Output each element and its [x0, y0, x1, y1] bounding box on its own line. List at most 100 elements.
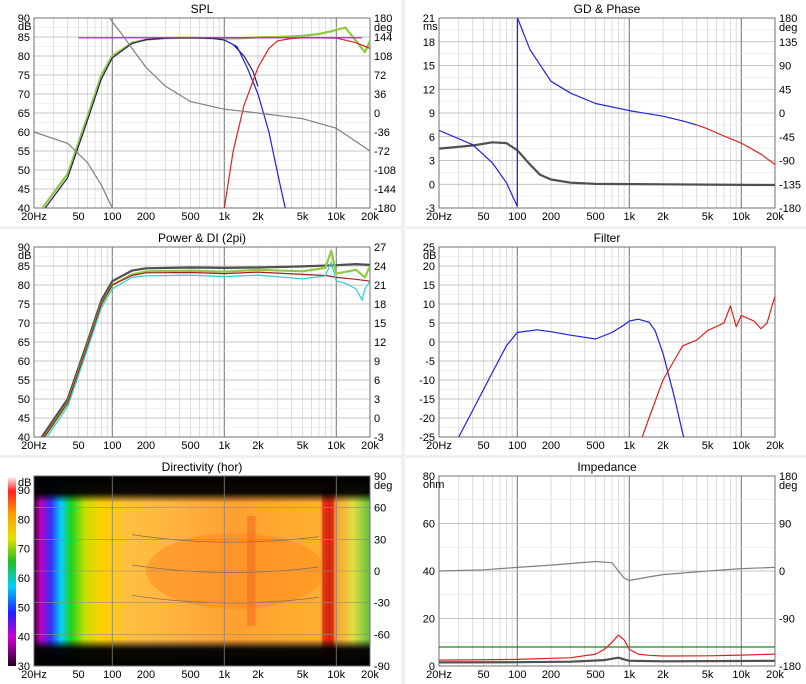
x-tick-label: 50: [477, 440, 489, 452]
left-unit-label: dB: [18, 250, 31, 262]
x-tick-label: 500: [586, 669, 604, 681]
y2-tick-label: -135: [779, 179, 801, 191]
x-tick-label: 20k: [361, 211, 379, 223]
y2-tick-label: 90: [779, 519, 791, 531]
x-tick-label: 200: [542, 211, 560, 223]
series-line-darkgrey-0: [40, 263, 370, 437]
x-tick-label: 200: [137, 669, 155, 681]
x-tick-label: 10k: [327, 669, 345, 681]
filter-panel[interactable]: Filter 20Hz 50 100 200 500 1k 2k 5k 10k 20k 25 20 15 1…: [405, 229, 806, 455]
y-tick-label: 30: [374, 534, 386, 546]
series-line-cyan-3: [46, 261, 370, 437]
y-tick-label: 12: [423, 84, 435, 96]
y-tick-label: 9: [429, 108, 435, 120]
y-tick-label: 15: [423, 61, 435, 73]
y-tick-label: 20: [423, 614, 435, 626]
x-tick-label: 1k: [623, 440, 635, 452]
plot-frame: [438, 246, 776, 438]
x-tick-label: 10k: [732, 669, 750, 681]
y-tick-label: 80: [18, 280, 30, 292]
directivity-panel[interactable]: Directivity (hor) 20Hz 50 100 200 500 1k 2k 5k 10…: [0, 458, 401, 684]
y-tick-label: 40: [18, 203, 30, 215]
y2-tick-label: 18: [374, 299, 386, 311]
x-tick-label: 20Hz: [21, 211, 47, 223]
color-scale-bar: [8, 476, 16, 666]
x-tick-label: 5k: [702, 669, 714, 681]
y2-tick-label: 27: [374, 242, 386, 254]
y-tick-label: 60: [18, 127, 30, 139]
x-tick-label: 1k: [623, 211, 635, 223]
x-tick-label: 5k: [297, 669, 309, 681]
chart-title: SPL: [191, 2, 214, 16]
series-group: [457, 296, 775, 437]
y-tick-label: 3: [429, 156, 435, 168]
x-tick-label: 20k: [361, 669, 379, 681]
chart-title: Directivity (hor): [162, 460, 243, 474]
y-tick-label: -25: [419, 432, 435, 444]
y2-tick-label: 180: [374, 13, 392, 25]
y-tick-label: 70: [18, 318, 30, 330]
gd-phase-panel[interactable]: GD & Phase 20Hz 50 100 200 500 1k 2k 5k 10k 20k 21 1…: [405, 0, 806, 226]
directivity-chart: Directivity (hor)20Hz 50 100 200 500 1k 2k 5k 10…: [8, 460, 392, 681]
y2-tick-label: -108: [374, 165, 396, 177]
y2-tick-label: 21: [374, 280, 386, 292]
left-unit-label: dB: [423, 250, 436, 262]
series-line-blue-2: [516, 18, 697, 207]
y-tick-label: 0: [429, 337, 435, 349]
y-tick-label: 5: [429, 318, 435, 330]
x-tick-label: 5k: [702, 211, 714, 223]
y-tick-label: -15: [419, 394, 435, 406]
z-tick-label: 70: [18, 544, 30, 556]
y2-tick-label: 0: [779, 108, 785, 120]
y-tick-label: 0: [429, 661, 435, 673]
x-tick-label: 100: [103, 440, 121, 452]
y-tick-label: -30: [374, 598, 390, 610]
chart-title: GD & Phase: [574, 2, 641, 16]
x-tick-label: 50: [72, 669, 84, 681]
y-tick-label: -60: [374, 629, 390, 641]
y2-tick-label: 180: [779, 13, 797, 25]
impedance-panel[interactable]: Impedance 20Hz 50 100 200 500 1k 2k 5k 10k 20k 80 60…: [405, 458, 806, 684]
y2-tick-label: 3: [374, 394, 380, 406]
y2-tick-label: 72: [374, 70, 386, 82]
x-tick-label: 2k: [252, 440, 264, 452]
x-tick-label: 20Hz: [426, 669, 452, 681]
z-tick-label: 50: [18, 602, 30, 614]
y-tick-label: 90: [374, 471, 386, 483]
y2-tick-label: -144: [374, 184, 396, 196]
y2-tick-label: -36: [374, 127, 390, 139]
series-line-red-3: [696, 124, 775, 165]
spl-panel[interactable]: SPL 20Hz 50 100 200 500 1k 2k 5k 10k 20k 90 85 80 75 70…: [0, 0, 401, 226]
y-tick-label: 21: [423, 13, 435, 25]
x-tick-label: 2k: [657, 669, 669, 681]
series-line-blue-1: [439, 129, 518, 207]
x-tick-label: 20k: [766, 440, 784, 452]
y-tick-label: 60: [374, 503, 386, 515]
y2-tick-label: 144: [374, 32, 392, 44]
x-tick-label: 500: [181, 211, 199, 223]
y-tick-label: 45: [18, 184, 30, 196]
series-line-blue-2: [224, 39, 286, 208]
y2-tick-label: 0: [374, 108, 380, 120]
x-tick-label: 20Hz: [426, 440, 452, 452]
y-tick-label: 65: [18, 108, 30, 120]
y2-tick-label: -90: [779, 156, 795, 168]
y-tick-label: 85: [18, 261, 30, 273]
power-di-panel[interactable]: Power & DI (2pi) 20Hz 50 100 200 500 1k 2k 5k 10k…: [0, 229, 401, 455]
y-tick-label: 10: [423, 299, 435, 311]
y2-tick-label: -72: [374, 146, 390, 158]
y-tick-label: 50: [18, 165, 30, 177]
right-unit-label: deg: [374, 22, 392, 34]
plot-frame: [33, 17, 371, 209]
series-line-red-2: [439, 634, 775, 661]
y2-tick-label: 9: [374, 356, 380, 368]
x-tick-label: 1k: [623, 669, 635, 681]
y2-tick-label: -45: [779, 132, 795, 144]
x-tick-label: 2k: [657, 440, 669, 452]
y2-tick-label: 12: [374, 337, 386, 349]
y-tick-label: 80: [423, 471, 435, 483]
chart-title: Filter: [594, 231, 621, 245]
y2-tick-label: 90: [779, 61, 791, 73]
